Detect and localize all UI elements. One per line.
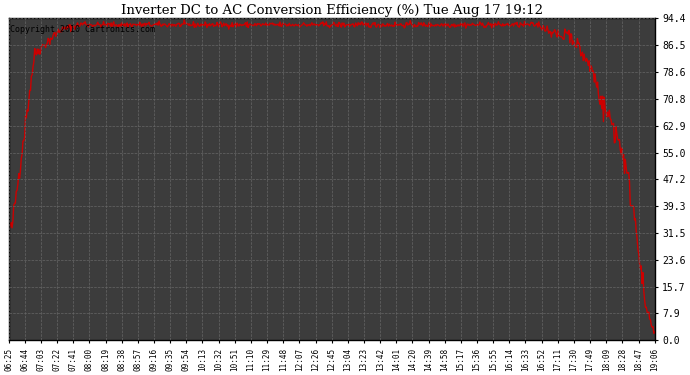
- Title: Inverter DC to AC Conversion Efficiency (%) Tue Aug 17 19:12: Inverter DC to AC Conversion Efficiency …: [121, 4, 542, 17]
- Text: Copyright 2010 Cartronics.com: Copyright 2010 Cartronics.com: [10, 25, 155, 34]
